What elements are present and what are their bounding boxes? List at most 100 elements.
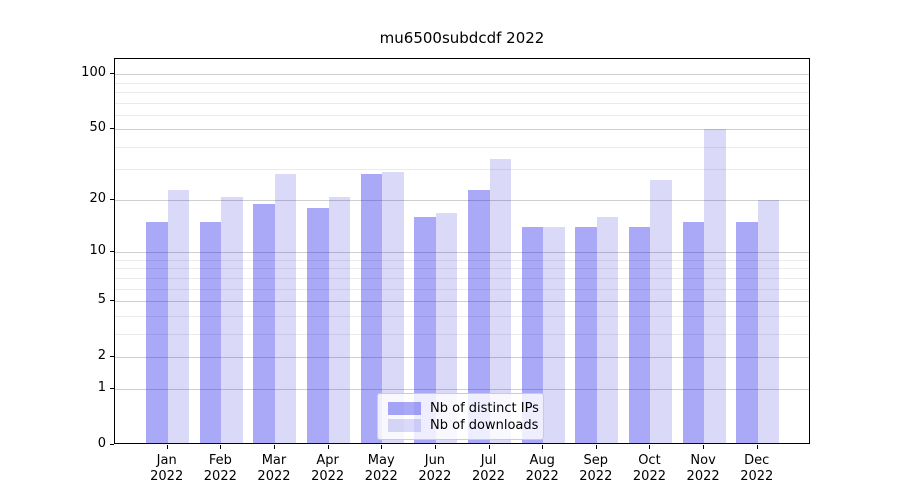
legend-item-distinct-ips: Nb of distinct IPs <box>388 400 539 416</box>
y-tick-1 <box>110 388 114 390</box>
x-tick-month: Jan <box>156 453 177 468</box>
bar-ips-jan <box>146 222 168 444</box>
gridline-major-1 <box>115 389 809 391</box>
bar-ips-may <box>360 174 383 444</box>
gridline-major-5 <box>115 301 809 303</box>
bar-ips-dec <box>736 222 758 444</box>
gridline-minor-80 <box>115 91 809 93</box>
bar-downloads-aug <box>543 227 565 444</box>
x-tick-month: Jun <box>424 453 446 468</box>
legend-label-distinct-ips: Nb of distinct IPs <box>430 400 539 416</box>
x-tick-month: Feb <box>208 453 232 468</box>
y-tick-0 <box>110 444 114 445</box>
bar-downloads-sep <box>596 217 619 444</box>
y-tick-5 <box>110 300 114 302</box>
x-tick-year: 2022 <box>418 469 452 484</box>
bar-ips-nov <box>682 222 705 444</box>
bar-ips-feb <box>199 222 222 444</box>
bar-downloads-nov <box>704 129 726 444</box>
bar-downloads-jan <box>167 189 190 444</box>
y-tick-label-2: 2 <box>97 347 106 363</box>
x-tick-year: 2022 <box>632 469 666 484</box>
gridline-minor-6 <box>115 288 809 290</box>
x-tick-month: Jul <box>480 453 497 468</box>
gridline-minor-60 <box>115 114 809 116</box>
legend-label-downloads: Nb of downloads <box>430 417 539 433</box>
gridline-major-50 <box>115 129 809 131</box>
y-tick-label-0: 0 <box>97 436 106 451</box>
bar-downloads-mar <box>274 174 297 444</box>
y-tick-2 <box>110 355 114 357</box>
gridline-major-10 <box>115 252 809 254</box>
y-tick-20 <box>110 199 114 201</box>
x-tick-label-aug: Aug 2022 <box>510 453 574 485</box>
bar-downloads-may <box>382 171 404 444</box>
bar-downloads-oct <box>650 180 672 444</box>
x-tick-month: Mar <box>261 453 287 468</box>
x-tick-month: Dec <box>744 453 770 468</box>
bar-downloads-jul <box>489 159 512 444</box>
x-tick-month: Nov <box>690 453 716 468</box>
x-tick-sep <box>595 445 597 449</box>
x-tick-label-jan: Jan 2022 <box>135 453 199 485</box>
x-tick-year: 2022 <box>740 469 774 484</box>
bar-downloads-apr <box>328 196 351 444</box>
bar-ips-oct <box>628 227 651 444</box>
legend-swatch-downloads <box>388 418 421 432</box>
x-tick-nov <box>703 445 705 449</box>
gridline-minor-8 <box>115 268 809 270</box>
x-tick-jul <box>488 445 490 449</box>
x-tick-label-oct: Oct 2022 <box>617 453 681 485</box>
gridline-minor-40 <box>115 146 809 148</box>
y-tick-10 <box>110 251 114 253</box>
gridline-minor-9 <box>115 260 809 261</box>
legend-item-downloads: Nb of downloads <box>388 417 539 433</box>
gridline-minor-70 <box>115 102 809 104</box>
bar-downloads-jun <box>435 212 458 444</box>
x-tick-label-apr: Apr 2022 <box>296 453 360 485</box>
x-tick-mar <box>273 445 275 449</box>
x-tick-year: 2022 <box>686 469 720 484</box>
x-tick-year: 2022 <box>150 469 184 484</box>
x-tick-year: 2022 <box>364 469 398 484</box>
x-tick-year: 2022 <box>471 469 506 484</box>
bar-ips-mar <box>253 204 275 444</box>
x-tick-year: 2022 <box>525 469 559 484</box>
x-tick-dec <box>756 445 758 449</box>
plot-area <box>114 58 810 444</box>
x-tick-jan <box>166 445 168 449</box>
x-tick-aug <box>542 445 544 449</box>
y-tick-50 <box>110 128 114 130</box>
x-tick-apr <box>327 445 329 449</box>
gridline-minor-30 <box>115 169 809 171</box>
legend: Nb of distinct IPs Nb of downloads <box>377 393 544 440</box>
gridline-minor-3 <box>115 333 809 335</box>
x-tick-jun <box>434 445 436 449</box>
bar-ips-jun <box>414 217 436 444</box>
y-tick-100 <box>110 73 114 75</box>
x-tick-may <box>381 445 383 449</box>
y-tick-label-10: 10 <box>89 243 106 259</box>
x-tick-label-may: May 2022 <box>349 453 413 485</box>
x-tick-year: 2022 <box>311 469 345 484</box>
gridline-minor-90 <box>115 82 809 84</box>
y-tick-label-20: 20 <box>89 191 106 207</box>
x-tick-month: Oct <box>638 453 661 468</box>
gridline-minor-7 <box>115 277 809 279</box>
x-tick-month: Sep <box>583 453 609 468</box>
x-tick-year: 2022 <box>579 469 613 484</box>
x-tick-label-sep: Sep 2022 <box>564 453 628 485</box>
x-tick-month: Apr <box>316 453 339 468</box>
gridline-major-100 <box>115 74 809 76</box>
gridline-minor-4 <box>115 315 809 317</box>
y-tick-label-1: 1 <box>97 380 106 396</box>
bar-ips-apr <box>307 208 329 444</box>
y-tick-label-100: 100 <box>81 65 106 81</box>
x-tick-month: May <box>367 453 395 468</box>
bar-ips-aug <box>521 227 544 444</box>
x-tick-label-mar: Mar 2022 <box>242 453 306 485</box>
y-tick-label-50: 50 <box>89 120 106 136</box>
x-tick-year: 2022 <box>203 469 237 484</box>
gridline-major-20 <box>115 200 809 202</box>
